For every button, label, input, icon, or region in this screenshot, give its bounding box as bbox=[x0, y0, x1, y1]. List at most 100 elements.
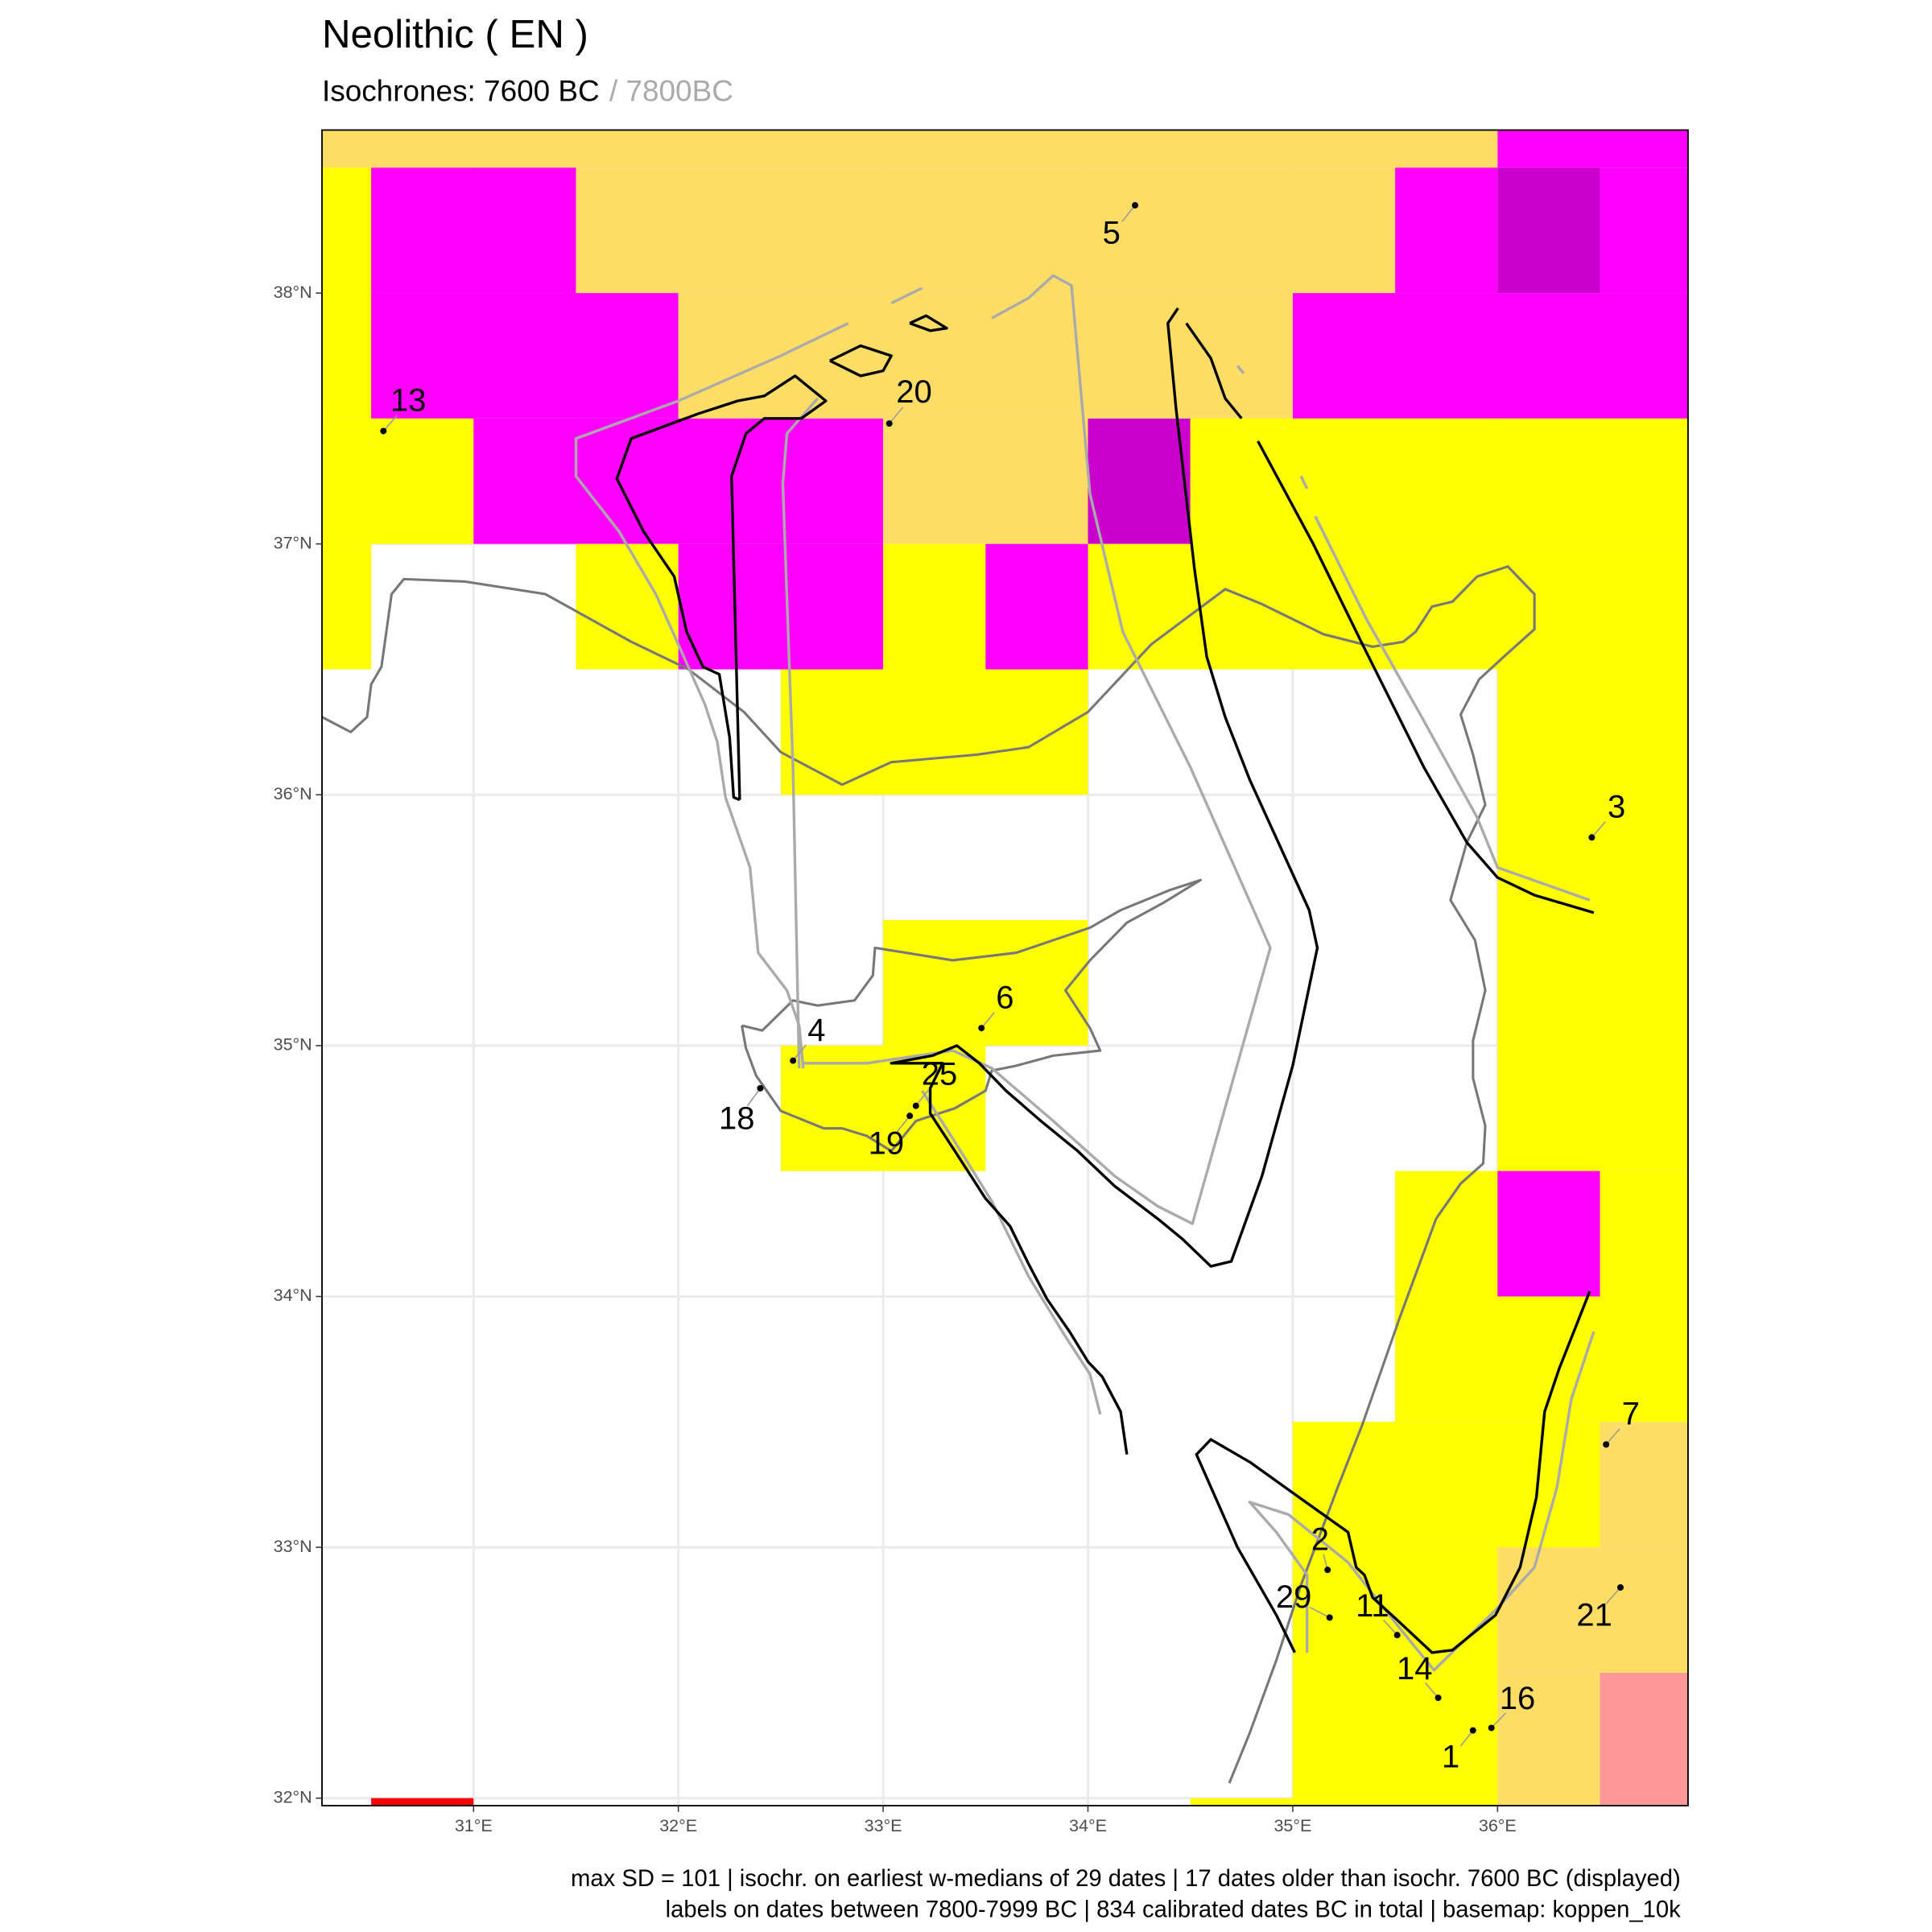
basemap-cell bbox=[371, 167, 576, 294]
y-tick-label: 32°N bbox=[274, 1787, 312, 1806]
site-label: 19 bbox=[869, 1126, 905, 1162]
label-leader bbox=[1121, 204, 1136, 222]
basemap-cell bbox=[1292, 1422, 1600, 1548]
coastline bbox=[741, 878, 1202, 1153]
x-tick-label: 33°E bbox=[865, 1816, 902, 1835]
site-point bbox=[380, 427, 387, 435]
site-point bbox=[1326, 1614, 1333, 1621]
basemap-cell bbox=[883, 543, 986, 670]
site-label: 29 bbox=[1276, 1579, 1312, 1615]
site-point bbox=[1616, 1583, 1624, 1591]
isochrone bbox=[615, 374, 828, 802]
basemap-cell bbox=[678, 293, 1293, 419]
site-label: 18 bbox=[719, 1100, 754, 1136]
basemap-cell bbox=[1190, 418, 1688, 544]
site-point bbox=[886, 420, 893, 427]
site-label: 3 bbox=[1608, 789, 1625, 824]
site-label: 25 bbox=[922, 1056, 958, 1092]
isochrone bbox=[1299, 475, 1309, 489]
label-leader bbox=[746, 1088, 762, 1107]
basemap-cell bbox=[576, 543, 679, 670]
isochrone bbox=[1314, 515, 1591, 902]
basemap-cell bbox=[1292, 293, 1688, 419]
basemap-cell bbox=[1600, 167, 1688, 294]
site-point bbox=[1469, 1727, 1476, 1734]
site-label: 21 bbox=[1576, 1597, 1612, 1633]
label-leader bbox=[1605, 1587, 1621, 1604]
basemap-cell bbox=[322, 418, 474, 544]
site-point bbox=[1393, 1632, 1401, 1639]
x-tick-label: 34°E bbox=[1069, 1816, 1107, 1835]
basemap-cell bbox=[1600, 1672, 1688, 1806]
site-point bbox=[1324, 1567, 1331, 1574]
site-label: 11 bbox=[1356, 1588, 1389, 1624]
isochrone bbox=[1257, 440, 1595, 914]
y-tick-label: 38°N bbox=[274, 283, 312, 302]
chart-title: Neolithic ( EN ) bbox=[322, 12, 588, 56]
basemap-cell bbox=[371, 1798, 474, 1806]
y-tick-label: 36°N bbox=[274, 784, 312, 803]
site-label: 14 bbox=[1397, 1651, 1433, 1686]
coastline bbox=[321, 565, 1536, 1784]
caption-line: labels on dates between 7800-7999 BC | 8… bbox=[666, 1897, 1681, 1923]
label-leader bbox=[1309, 1606, 1331, 1619]
basemap-cell bbox=[780, 669, 1088, 795]
basemap-cell bbox=[678, 543, 884, 670]
basemap-cell bbox=[1600, 1422, 1688, 1548]
basemap-cell bbox=[1395, 167, 1498, 294]
basemap-cell bbox=[1497, 167, 1600, 294]
isochrone bbox=[1195, 1290, 1591, 1654]
label-leader bbox=[980, 1012, 995, 1029]
axes-layer: 31°E 32°E 33°E 34°E 35°E 36°E 32°N 33°N 34°N 35°N… bbox=[274, 129, 1689, 1835]
isochrone bbox=[909, 314, 948, 332]
label-leader bbox=[1605, 1428, 1620, 1445]
site-point bbox=[790, 1057, 797, 1064]
label-leader bbox=[792, 1044, 807, 1062]
site-point bbox=[906, 1113, 914, 1120]
isochrone bbox=[890, 307, 1319, 1455]
y-tick-label: 34°N bbox=[274, 1286, 312, 1305]
basemap-cell bbox=[1292, 1672, 1498, 1806]
basemap-cell bbox=[1600, 1170, 1688, 1297]
basemap-cell bbox=[371, 293, 679, 419]
site-point bbox=[1132, 202, 1139, 209]
x-tick-label: 32°E bbox=[659, 1816, 697, 1835]
caption-line: max SD = 101 | isochr. on earliest w-med… bbox=[571, 1866, 1681, 1892]
basemap-cell bbox=[1292, 1547, 1498, 1673]
site-label: 4 bbox=[807, 1013, 825, 1048]
basemap-cell bbox=[1497, 1547, 1688, 1673]
label-leader bbox=[1383, 1620, 1398, 1636]
subtitle-primary: Isochrones: 7600 BC bbox=[322, 74, 600, 107]
site-point bbox=[1488, 1724, 1495, 1732]
basemap-cell bbox=[322, 130, 1498, 168]
isochrone bbox=[1236, 365, 1245, 374]
basemap-cell bbox=[1395, 1296, 1688, 1422]
label-leader bbox=[1424, 1682, 1439, 1699]
basemap-cell bbox=[985, 543, 1088, 670]
site-label: 2 bbox=[1311, 1521, 1329, 1557]
basemap-cell bbox=[883, 418, 1088, 544]
y-tick-label: 33°N bbox=[274, 1537, 312, 1556]
label-leader bbox=[382, 415, 398, 431]
panel-border bbox=[321, 129, 1689, 1806]
site-label: 6 bbox=[996, 980, 1013, 1015]
isochrone bbox=[574, 322, 849, 1069]
site-label: 20 bbox=[896, 374, 932, 410]
basemap-cell bbox=[1395, 1170, 1498, 1297]
site-point bbox=[757, 1084, 764, 1092]
label-leader bbox=[915, 1088, 930, 1107]
site-point bbox=[1603, 1441, 1610, 1448]
chart-subtitle: Isochrones: 7600 BC / 7800BC bbox=[322, 74, 733, 107]
basemap-cell bbox=[1190, 1798, 1293, 1806]
label-leader bbox=[889, 407, 904, 424]
isochrone bbox=[781, 397, 819, 1068]
subtitle-secondary: / 7800BC bbox=[609, 74, 733, 107]
lines-layer bbox=[321, 274, 1596, 1784]
isochrone bbox=[829, 344, 893, 378]
label-leader bbox=[1459, 1730, 1474, 1747]
basemap-cell bbox=[473, 418, 884, 544]
basemap-cell bbox=[1497, 669, 1688, 1171]
site-label: 7 bbox=[1622, 1397, 1640, 1432]
